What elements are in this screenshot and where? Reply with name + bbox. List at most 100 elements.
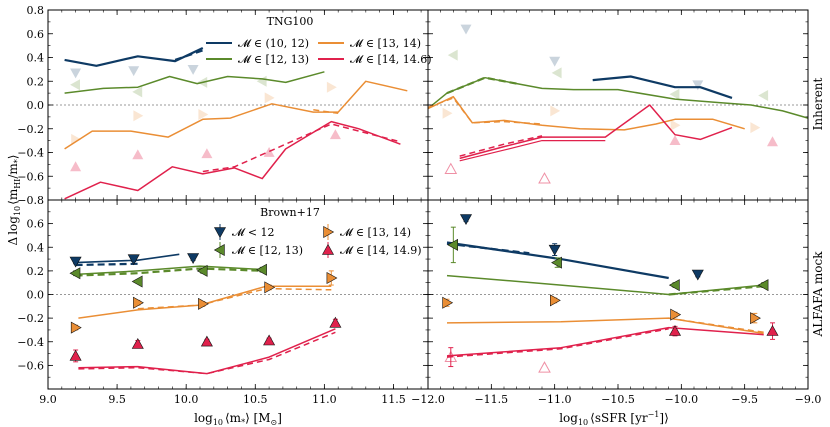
marker-right-0-8 xyxy=(133,110,144,122)
marker-left-0-4 xyxy=(132,86,143,98)
series-line-2-5 xyxy=(137,287,332,310)
series-line-0-2 xyxy=(64,71,325,94)
marker-left-3-3 xyxy=(447,238,459,251)
legend-top-label-1: 𝓜 ∈ [13, 14) xyxy=(350,37,421,50)
marker-up-1-11 xyxy=(444,162,458,174)
panel-top-left: 0.8 0.6 0.4 0.2 0.0 −0.2 −0.4 −0.6 −0.8 xyxy=(17,4,429,207)
panel-top-right xyxy=(427,9,809,201)
x-axis-label-mass: log10 ⟨m*⟩ [M⊙] xyxy=(194,411,282,427)
series-line-1-0 xyxy=(592,75,733,99)
y-tick-label: −0.4 xyxy=(17,336,44,349)
x-tick-label: 10.0 xyxy=(174,393,199,406)
marker-up-3-12 xyxy=(538,361,551,373)
row-label-inherent: Inherent xyxy=(811,77,825,130)
marker-up-2-13 xyxy=(131,337,144,349)
x-tick-label: −9.5 xyxy=(731,393,758,406)
marker-right-2-7 xyxy=(70,321,82,334)
series-line-0-1 xyxy=(174,49,204,61)
marker-up-3-14 xyxy=(766,324,779,336)
series-line-1-7 xyxy=(459,140,606,162)
legend-bottom-label-1: 𝓜 ∈ [13, 14) xyxy=(340,226,411,239)
x-tick-label: 10.5 xyxy=(243,393,268,406)
marker-left-3-6 xyxy=(757,279,769,292)
x-tick-label: −10.5 xyxy=(601,393,635,406)
y-tick-label: 0.0 xyxy=(27,289,45,302)
marker-down-3-1 xyxy=(548,244,561,256)
y-tick-label: 0.8 xyxy=(27,4,45,17)
x-tick-label: 9.5 xyxy=(108,393,126,406)
legend-bottom-title: Brown+17 xyxy=(260,206,320,219)
marker-up-3-11 xyxy=(444,350,458,362)
marker-up-1-14 xyxy=(767,136,778,147)
marker-right-0-7 xyxy=(71,133,82,145)
row-label-alfalfa-mock: ALFAFA mock xyxy=(811,251,825,338)
legend-top-title: TNG100 xyxy=(267,15,314,28)
series-line-0-0 xyxy=(64,47,204,67)
legend-bottom: Brown+17 𝓜 < 12 𝓜 ∈ [13, 14) 𝓜 ∈ [12, 13… xyxy=(213,206,422,258)
y-tick-label: 0.0 xyxy=(27,99,45,112)
marker-right-3-9 xyxy=(670,308,682,321)
marker-right-0-9 xyxy=(198,109,209,120)
legend-top-label-0: 𝓜 ∈ (10, 12) xyxy=(238,37,309,50)
y-tick-label: −0.2 xyxy=(17,312,44,325)
legend-top: TNG100 𝓜 ∈ (10, 12) 𝓜 ∈ [13, 14) 𝓜 ∈ [12… xyxy=(206,15,432,66)
x-tick-label: −9.0 xyxy=(795,393,822,406)
series-line-3-6 xyxy=(446,326,764,357)
marker-up-0-13 xyxy=(132,149,144,160)
legend-bottom-marker-0 xyxy=(213,227,227,239)
y-tick-label: 0.6 xyxy=(27,218,45,231)
y-tick-label: 0.4 xyxy=(27,241,45,254)
marker-down-1-1 xyxy=(549,56,561,67)
series-line-1-6 xyxy=(459,135,543,157)
marker-right-0-10 xyxy=(264,92,275,104)
marker-left-0-3 xyxy=(70,79,80,91)
marker-right-1-7 xyxy=(442,107,453,119)
marker-left-3-5 xyxy=(668,279,680,292)
marker-left-1-5 xyxy=(669,88,680,100)
series-line-3-3 xyxy=(668,285,764,296)
panel-bottom-left: 0.6 0.4 0.2 0.0 −0.2 −0.4 −0.6 9.0 9.5 10.0 10.5 11… xyxy=(17,199,429,406)
series-line-3-1 xyxy=(446,242,530,255)
y-tick-label: 0.4 xyxy=(27,52,45,65)
marker-up-0-12 xyxy=(70,161,82,172)
series-line-2-3 xyxy=(75,267,267,277)
series-line-3-2 xyxy=(446,274,764,296)
series-line-1-4 xyxy=(427,97,543,125)
marker-down-1-2 xyxy=(692,80,704,91)
series-line-0-5 xyxy=(64,120,401,200)
legend-bottom-label-2: 𝓜 ∈ [12, 13) xyxy=(232,244,303,257)
y-tick-label: −0.6 xyxy=(17,170,44,183)
marker-down-0-1 xyxy=(128,66,140,77)
marker-right-1-8 xyxy=(550,105,561,117)
marker-left-0-6 xyxy=(256,75,267,87)
x-tick-label: −11.5 xyxy=(474,393,508,406)
y-tick-label: −0.8 xyxy=(17,194,44,207)
y-tick-label: 0.2 xyxy=(27,265,45,278)
y-tick-label: −0.6 xyxy=(17,359,44,372)
marker-right-1-10 xyxy=(750,122,761,134)
series-line-2-0 xyxy=(75,253,180,264)
marker-right-2-9 xyxy=(198,297,209,310)
marker-up-0-15 xyxy=(263,147,275,157)
legend-bottom-label-0: 𝓜 < 12 xyxy=(232,226,275,239)
marker-right-3-7 xyxy=(442,296,454,309)
marker-down-0-2 xyxy=(187,65,199,75)
marker-left-1-4 xyxy=(551,67,562,79)
marker-down-3-0 xyxy=(459,214,473,226)
marker-up-2-15 xyxy=(263,334,276,346)
marker-left-2-3 xyxy=(69,267,81,280)
marker-right-2-11 xyxy=(326,271,338,285)
series-line-3-5 xyxy=(668,317,764,334)
legend-bottom-marker-2 xyxy=(213,243,225,257)
y-tick-label: 0.2 xyxy=(27,75,45,88)
marker-left-2-5 xyxy=(196,264,208,277)
x-tick-label: 9.0 xyxy=(39,393,57,406)
legend-top-label-2: 𝓜 ∈ [12, 13) xyxy=(238,53,309,66)
series-line-1-3 xyxy=(427,95,745,131)
marker-down-2-2 xyxy=(187,253,200,265)
legend-bottom-marker-3 xyxy=(321,243,335,255)
marker-left-1-6 xyxy=(758,90,769,101)
marker-up-0-14 xyxy=(201,148,213,159)
x-tick-label: −11.0 xyxy=(538,393,572,406)
